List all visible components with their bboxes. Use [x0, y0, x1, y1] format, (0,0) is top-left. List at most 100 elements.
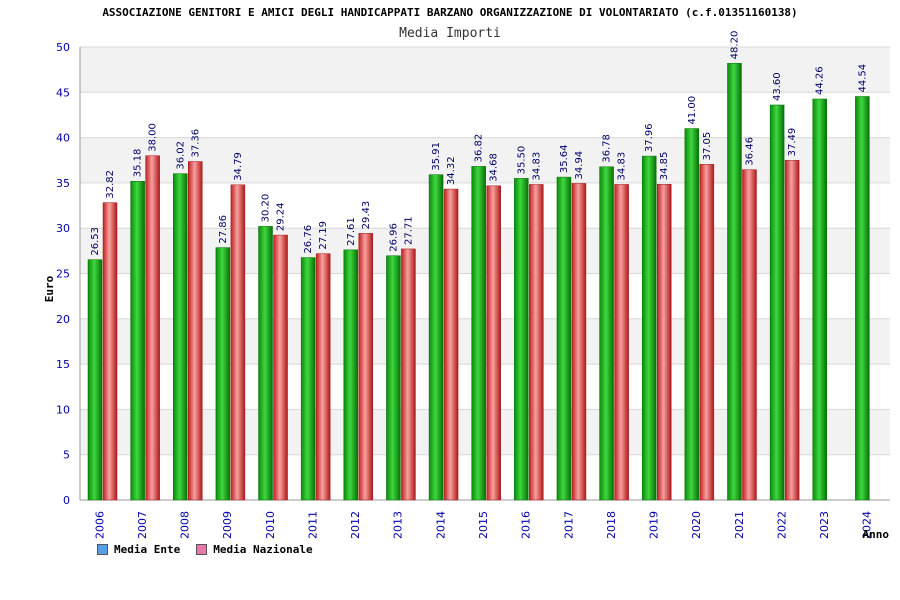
data-labels: 26.53 32.82 35.18 38.00 36.02 37.36 27.86 34.79…: [90, 31, 868, 256]
data-label: 34.83: [531, 152, 542, 181]
bar-media-nazionale: [529, 184, 544, 501]
data-label: 34.32: [446, 156, 457, 185]
y-tick-label: 0: [63, 494, 70, 507]
data-label: 41.00: [687, 96, 698, 125]
bar-media-ente: [471, 166, 486, 501]
x-axis-title: Anno: [863, 528, 890, 541]
bar-media-ente: [258, 226, 273, 501]
data-label: 27.19: [318, 221, 329, 250]
y-axis-title: Euro: [43, 275, 56, 302]
bar-media-ente: [599, 166, 614, 501]
bar-media-nazionale: [102, 202, 118, 501]
y-tick-label: 45: [56, 86, 70, 99]
data-label: 26.53: [90, 227, 101, 256]
bar-media-nazionale: [656, 184, 672, 501]
bar-media-nazionale: [571, 183, 587, 501]
x-tick-label: 2010: [264, 511, 277, 539]
data-label: 44.54: [857, 64, 868, 93]
bar-media-ente: [812, 98, 827, 501]
x-tick-label: 2022: [775, 511, 788, 539]
data-label: 27.61: [346, 217, 357, 246]
bar-media-nazionale: [315, 253, 331, 501]
bar-media-nazionale: [401, 248, 416, 501]
data-label: 30.20: [261, 194, 272, 223]
bar-media-ente: [215, 247, 231, 501]
x-tick-label: 2012: [349, 511, 362, 539]
x-axis-ticks: 2006 2007 2008 2009 2010 2011 2012 2013 2014 2015…: [93, 511, 873, 539]
bar-media-ente: [514, 178, 529, 501]
bar-media-ente: [769, 104, 785, 501]
data-label: 35.18: [133, 149, 144, 178]
bar-media-ente: [727, 63, 742, 501]
y-tick-label: 15: [56, 358, 70, 371]
data-label: 27.71: [403, 216, 414, 245]
bar-media-nazionale: [230, 184, 246, 501]
bar-media-ente: [386, 255, 401, 501]
bar-media-nazionale: [784, 160, 800, 501]
data-label: 29.43: [361, 201, 372, 230]
legend: Media Ente Media Nazionale: [97, 543, 313, 556]
bar-media-nazionale: [486, 185, 501, 501]
x-tick-label: 2018: [605, 511, 618, 539]
x-tick-label: 2013: [392, 511, 405, 539]
data-label: 43.60: [772, 72, 783, 101]
data-label: 26.76: [303, 225, 314, 254]
data-label: 34.85: [659, 152, 670, 181]
bar-media-nazionale: [145, 155, 160, 501]
bar-media-ente: [130, 181, 145, 501]
bar-media-ente: [641, 155, 657, 501]
bar-media-nazionale: [742, 169, 757, 501]
data-label: 27.86: [218, 215, 229, 244]
bars: [87, 63, 870, 501]
bar-media-ente: [343, 249, 359, 501]
grid-band: [80, 47, 890, 93]
x-tick-label: 2009: [221, 511, 234, 539]
legend-item-nazionale: Media Nazionale: [196, 543, 313, 556]
chart-title: ASSOCIAZIONE GENITORI E AMICI DEGLI HAND…: [102, 6, 798, 19]
data-label: 34.79: [233, 152, 244, 181]
data-label: 37.49: [787, 128, 798, 157]
y-tick-label: 40: [56, 132, 70, 145]
y-axis-ticks: 0 5 10 15 20 25 30 35 40 45 50: [56, 41, 70, 507]
bar-media-nazionale: [188, 161, 203, 501]
data-label: 35.91: [431, 142, 442, 171]
x-tick-label: 2019: [648, 511, 661, 539]
data-label: 37.05: [702, 132, 713, 161]
y-tick-label: 20: [56, 313, 70, 326]
legend-item-ente: Media Ente: [97, 543, 180, 556]
x-tick-label: 2024: [861, 511, 874, 539]
bar-media-nazionale: [614, 184, 629, 501]
y-tick-label: 5: [63, 449, 70, 462]
data-label: 36.46: [744, 137, 755, 166]
data-label: 34.94: [574, 151, 585, 180]
x-tick-label: 2006: [93, 511, 106, 539]
bar-media-nazionale: [358, 233, 374, 501]
bar-media-ente: [87, 259, 103, 501]
bar-media-ente: [428, 174, 444, 501]
data-label: 36.02: [175, 141, 186, 170]
data-label: 38.00: [148, 123, 159, 152]
data-label: 36.82: [474, 134, 485, 163]
bar-media-nazionale: [443, 188, 459, 501]
bar-media-ente: [300, 257, 316, 501]
data-label: 34.83: [617, 152, 628, 181]
bar-media-ente: [556, 176, 572, 501]
legend-swatch-nazionale: [196, 544, 208, 555]
x-tick-label: 2007: [136, 511, 149, 539]
data-label: 48.20: [729, 31, 740, 60]
x-tick-label: 2015: [477, 511, 490, 539]
y-tick-label: 35: [56, 177, 70, 190]
data-label: 44.26: [815, 66, 826, 95]
bar-media-ente: [684, 128, 700, 501]
x-tick-label: 2016: [520, 511, 533, 539]
bar-media-nazionale: [273, 234, 288, 501]
chart-subtitle: Media Importi: [399, 26, 501, 41]
y-tick-label: 30: [56, 222, 70, 235]
x-tick-label: 2021: [733, 511, 746, 539]
x-tick-label: 2023: [818, 511, 831, 539]
data-label: 37.96: [644, 123, 655, 152]
bar-media-nazionale: [699, 164, 715, 501]
x-tick-label: 2017: [562, 511, 575, 539]
data-label: 29.24: [276, 202, 287, 231]
